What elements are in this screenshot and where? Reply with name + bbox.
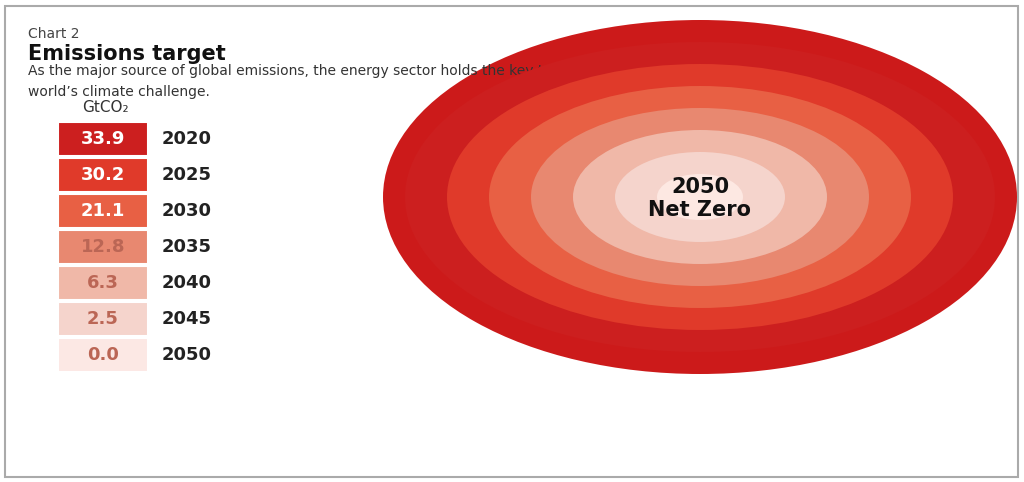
- Text: 2040: 2040: [162, 274, 212, 292]
- Text: 2020: 2020: [162, 130, 212, 148]
- Bar: [58, 158, 148, 192]
- FancyBboxPatch shape: [5, 6, 1018, 477]
- Text: 2025: 2025: [162, 166, 212, 184]
- Ellipse shape: [531, 108, 869, 286]
- Ellipse shape: [615, 152, 785, 242]
- Text: 2035: 2035: [162, 238, 212, 256]
- Bar: [58, 122, 148, 156]
- Ellipse shape: [406, 42, 995, 352]
- Text: 2045: 2045: [162, 310, 212, 328]
- Bar: [58, 230, 148, 264]
- Text: 0.0: 0.0: [87, 346, 119, 364]
- Text: As the major source of global emissions, the energy sector holds the key to the
: As the major source of global emissions,…: [28, 64, 579, 99]
- Text: 12.8: 12.8: [81, 238, 125, 256]
- Text: GtCO₂: GtCO₂: [82, 100, 128, 115]
- Text: 2.5: 2.5: [87, 310, 119, 328]
- Text: Emissions target: Emissions target: [28, 44, 225, 64]
- Bar: [58, 266, 148, 300]
- Text: 30.2: 30.2: [81, 166, 125, 184]
- Ellipse shape: [657, 174, 743, 220]
- Text: 6.3: 6.3: [87, 274, 119, 292]
- Ellipse shape: [489, 86, 911, 308]
- Text: 21.1: 21.1: [81, 202, 125, 220]
- Text: 2030: 2030: [162, 202, 212, 220]
- Ellipse shape: [383, 20, 1017, 374]
- Text: Chart 2: Chart 2: [28, 27, 80, 41]
- Bar: [58, 194, 148, 228]
- Ellipse shape: [447, 64, 953, 330]
- Text: 33.9: 33.9: [81, 130, 125, 148]
- Text: 2050: 2050: [162, 346, 212, 364]
- Bar: [58, 338, 148, 372]
- Text: 2050: 2050: [671, 177, 729, 197]
- Ellipse shape: [573, 130, 827, 264]
- Text: Net Zero: Net Zero: [648, 200, 752, 220]
- Bar: [58, 302, 148, 336]
